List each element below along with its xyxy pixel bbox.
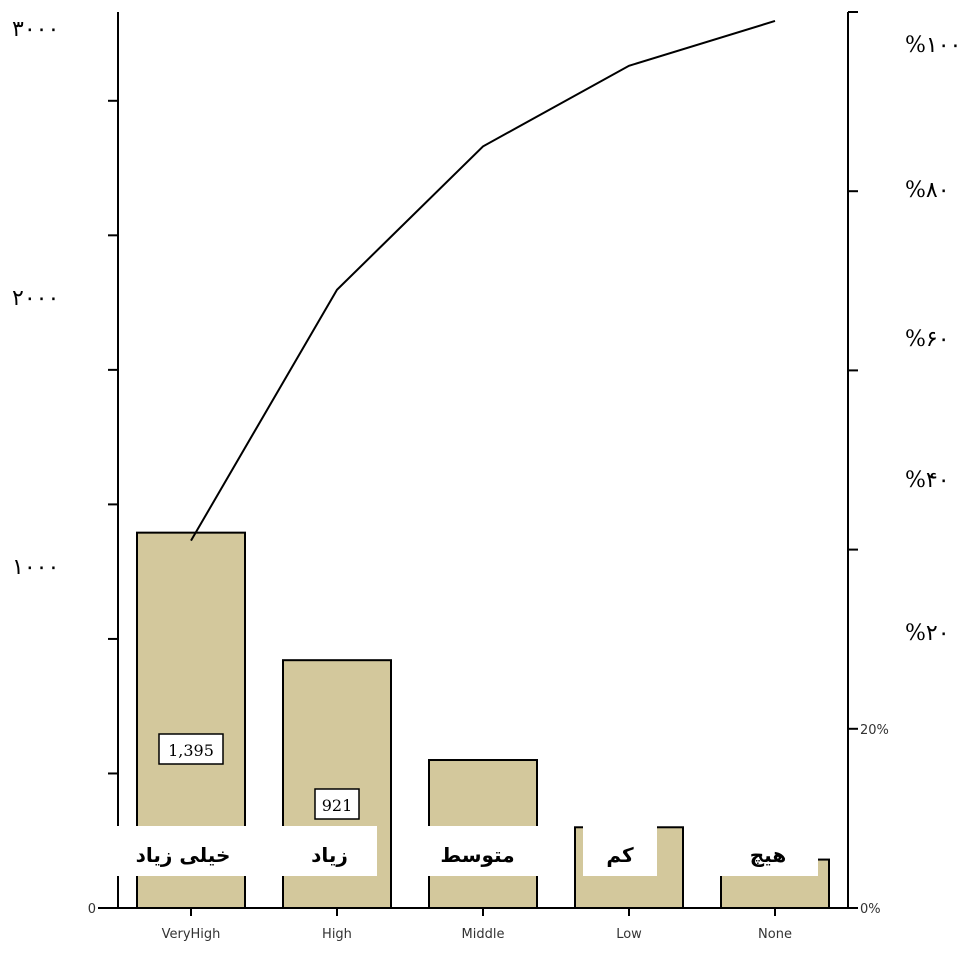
x-axis-label: Middle [462, 927, 505, 942]
category-label-fa-box [108, 826, 258, 876]
category-label-fa: خیلی زیاد [136, 843, 231, 867]
right-axis-overlay-label: %۴۰ [905, 468, 950, 493]
right-axis-overlay-label: %۶۰ [905, 327, 950, 352]
right-axis-overlay-label: %۲۰ [905, 621, 950, 646]
x-axis-label: VeryHigh [162, 927, 221, 942]
overlay-layer: خیلی زیاد زیاد متوسط کم هیچ [108, 826, 818, 876]
category-label-fa: زیاد [311, 843, 348, 867]
category-label-fa-box [282, 826, 377, 876]
x-axis-label: High [322, 927, 352, 942]
labels-layer: 1,395 921 0 ۱۰۰۰ ۲۰۰۰ ۳۰۰۰ 0% 20% %۱۰۰ %۸۰ %۶۰ %۴۰%… [12, 17, 961, 942]
category-label-fa-box [718, 826, 818, 876]
category-label-fa-box [410, 826, 545, 876]
right-axis-overlay-label: %۸۰ [905, 178, 950, 203]
cumulative-percent-line [190, 20, 776, 542]
data-label: 1,395 [168, 741, 214, 760]
data-label: 921 [322, 796, 353, 815]
category-label-fa-box [583, 826, 657, 876]
x-axis-label: None [758, 927, 792, 942]
category-label-fa: کم [606, 843, 634, 867]
left-axis-label: ۲۰۰۰ [12, 286, 59, 311]
data-label-box [158, 733, 224, 765]
x-axis-label: Low [616, 927, 642, 942]
axes-layer [98, 11, 858, 916]
category-label-fa: متوسط [440, 843, 514, 867]
right-axis-label: 0% [860, 902, 881, 917]
left-axis-label: 0 [88, 902, 96, 917]
right-axis-label: 20% [860, 723, 889, 738]
category-label-fa: هیچ [750, 843, 786, 867]
cumulative-line-layer [190, 20, 776, 542]
right-axis-overlay-label: %۱۰۰ [905, 33, 961, 58]
data-label-box [314, 788, 360, 820]
left-axis-label: ۳۰۰۰ [12, 17, 59, 42]
left-axis-label: ۱۰۰۰ [12, 555, 59, 580]
